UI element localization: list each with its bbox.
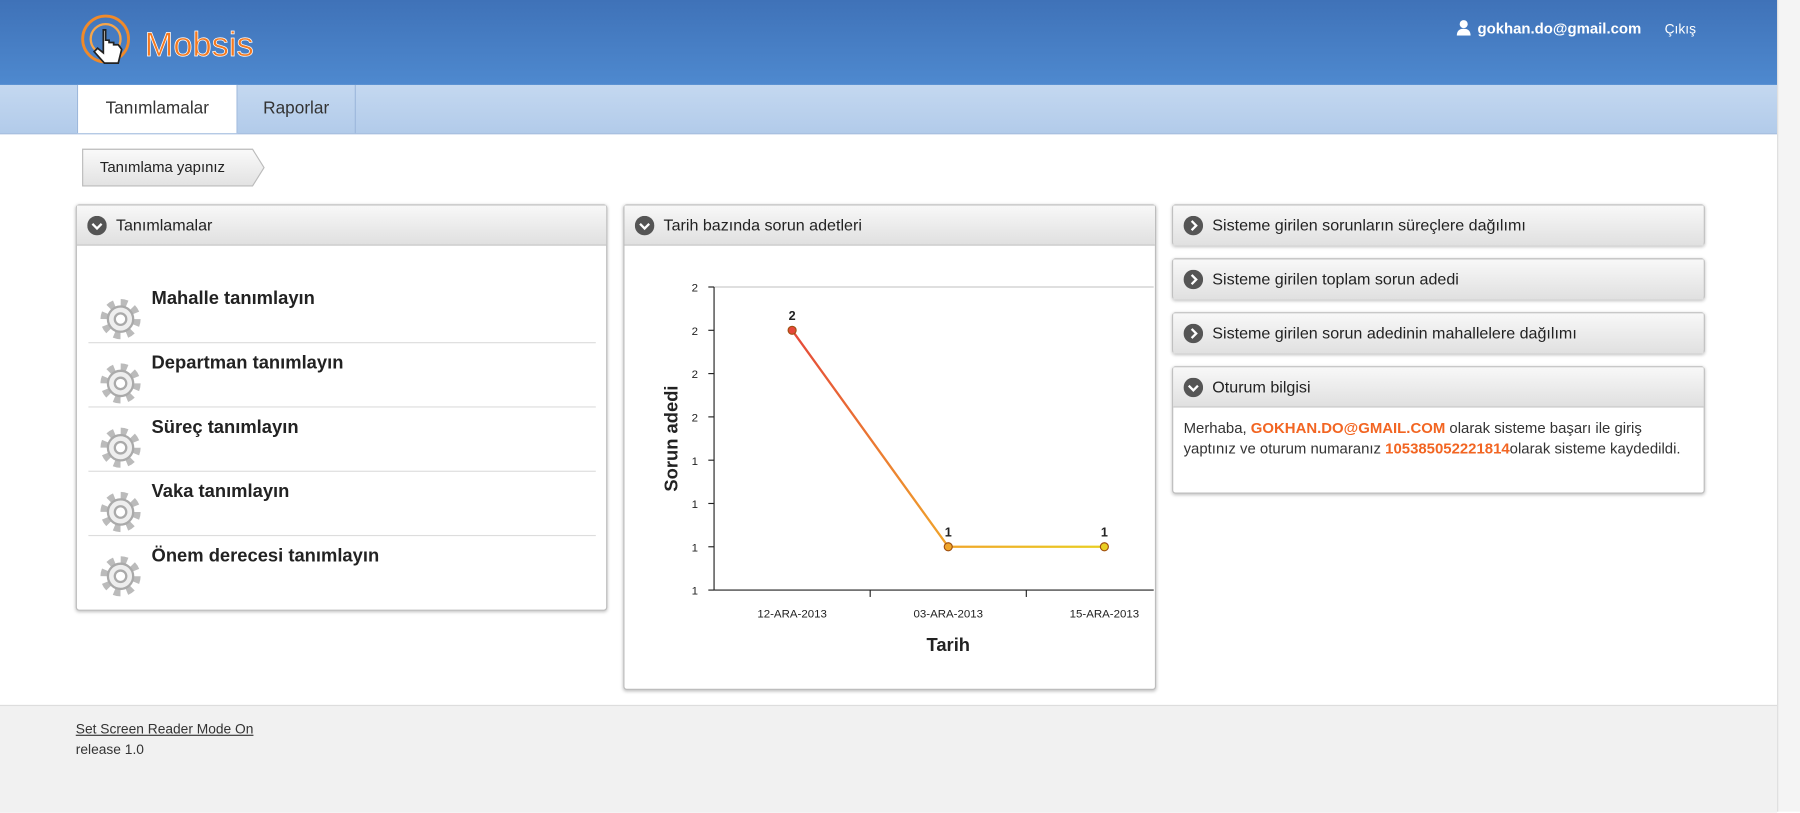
definition-item[interactable]: Önem derecesi tanımlayın xyxy=(88,535,595,599)
data-label: 1 xyxy=(945,525,952,539)
panel-title: Sisteme girilen sorun adedinin mahallele… xyxy=(1212,323,1577,343)
tab[interactable]: Raporlar xyxy=(238,84,356,134)
user-icon xyxy=(1456,20,1471,36)
x-axis-title: Tarih xyxy=(926,634,970,655)
point xyxy=(1099,542,1109,552)
collapsed-panel[interactable]: Sisteme girilen sorun adedinin mahallele… xyxy=(1172,312,1705,354)
panel-header[interactable]: Tarih bazında sorun adetleri xyxy=(624,205,1155,246)
panel-title: Sisteme girilen toplam sorun adedi xyxy=(1212,269,1459,289)
line xyxy=(791,329,1105,548)
item-label: Mahalle tanımlayın xyxy=(151,289,315,309)
chart-panel: Tarih bazında sorun adetleri 1 1 1 1 2 2 2 2 12-… xyxy=(623,204,1157,690)
data-label: 1 xyxy=(1101,525,1108,539)
email: GOKHAN.DO@GMAIL.COM xyxy=(1250,419,1446,437)
panel-title: Tanımlamalar xyxy=(115,215,213,235)
gear-icon xyxy=(100,363,141,404)
screen-reader-link[interactable]: Set Screen Reader Mode On xyxy=(75,720,254,738)
gear-icon xyxy=(100,556,141,597)
text: olarak sisteme başarı ile giriş yaptınız… xyxy=(1183,419,1642,457)
y-tick-label: 1 xyxy=(692,586,698,598)
header: Mobsis gokhan.do@gmail.com Çıkış xyxy=(0,0,1778,85)
definition-item[interactable]: Mahalle tanımlayın xyxy=(88,278,596,344)
x-tick-label: 03-ARA-2013 xyxy=(913,609,982,621)
tab-bar xyxy=(0,84,1778,135)
panel-title: Sisteme girilen sorunların süreçlere dağ… xyxy=(1212,215,1526,235)
gear-icon xyxy=(100,491,141,533)
panel-header[interactable]: Sisteme girilen sorunların süreçlere dağ… xyxy=(1173,205,1704,246)
chart: 1 1 1 1 2 2 2 2 12-ARA-2013 03-ARA-2013 15-ARA-201… xyxy=(660,283,1154,655)
logo-text: Mobsis xyxy=(145,26,254,64)
item-label: Vaka tanımlayın xyxy=(151,482,290,502)
y-tick-label: 1 xyxy=(692,456,698,468)
gear-icon xyxy=(100,299,141,340)
x-tick-label: 12-ARA-2013 xyxy=(757,609,827,621)
session-text: Merhaba, GOKHAN.DO@GMAIL.COM olarak sist… xyxy=(1184,418,1689,459)
text: Merhaba, xyxy=(1183,419,1251,437)
tab[interactable]: Tanımlamalar xyxy=(76,84,238,134)
y-tick-label: 2 xyxy=(692,326,698,338)
scrollbar[interactable] xyxy=(1777,0,1800,812)
definition-item[interactable]: Vaka tanımlayın xyxy=(88,471,596,537)
point xyxy=(787,325,797,335)
panel-header[interactable]: Sisteme girilen sorun adedinin mahallele… xyxy=(1173,313,1704,354)
item-label: Departman tanımlayın xyxy=(151,353,344,374)
logo[interactable]: Mobsis xyxy=(78,11,308,71)
x-tick-label: 15-ARA-2013 xyxy=(1070,609,1140,621)
logout-link[interactable]: Çıkış xyxy=(1664,20,1696,37)
collapsed-panel[interactable]: Sisteme girilen sorunların süreçlere dağ… xyxy=(1172,204,1705,246)
gear-icon xyxy=(100,427,141,468)
panel-title: Oturum bilgisi xyxy=(1212,377,1311,397)
point xyxy=(943,542,953,552)
collapsed-panel[interactable]: Sisteme girilen toplam sorun adedi xyxy=(1172,258,1705,300)
session-id: 105385052221814 xyxy=(1385,439,1510,457)
breadcrumb: Tanımlama yapınız xyxy=(82,148,265,187)
item-label: Önem derecesi tanımlayın xyxy=(151,546,380,566)
session-panel: Oturum bilgisi Merhaba, GOKHAN.DO@GMAIL.… xyxy=(1172,366,1705,494)
definitions-panel: Tanımlamalar Mahalle tanımlayın Departman… xyxy=(75,204,608,611)
panel-header[interactable]: Tanımlamalar xyxy=(76,205,607,246)
user-email[interactable]: gokhan.do@gmail.com xyxy=(1477,19,1642,37)
panel-title: Tarih bazında sorun adetleri xyxy=(663,215,862,235)
panel-header[interactable]: Sisteme girilen toplam sorun adedi xyxy=(1173,259,1704,300)
text: olarak sisteme kaydedildi. xyxy=(1509,439,1681,457)
panel-header[interactable]: Oturum bilgisi xyxy=(1173,367,1704,408)
footer: Set Screen Reader Mode On release 1.0 xyxy=(0,704,1778,813)
definition-item[interactable]: Süreç tanımlayın xyxy=(88,406,596,472)
item-label: Süreç tanımlayın xyxy=(151,417,299,438)
y-tick-label: 1 xyxy=(692,499,698,511)
release: release 1.0 xyxy=(75,741,144,758)
y-tick-label: 2 xyxy=(692,412,698,424)
breadcrumb-text: Tanımlama yapınız xyxy=(100,159,225,176)
definition-item[interactable]: Departman tanımlayın xyxy=(88,342,596,408)
y-axis-title: Sorun adedi xyxy=(660,385,681,491)
data-label: 2 xyxy=(789,309,796,323)
y-tick-label: 2 xyxy=(692,369,698,381)
y-tick-label: 2 xyxy=(692,283,698,295)
y-tick-label: 1 xyxy=(692,542,698,554)
